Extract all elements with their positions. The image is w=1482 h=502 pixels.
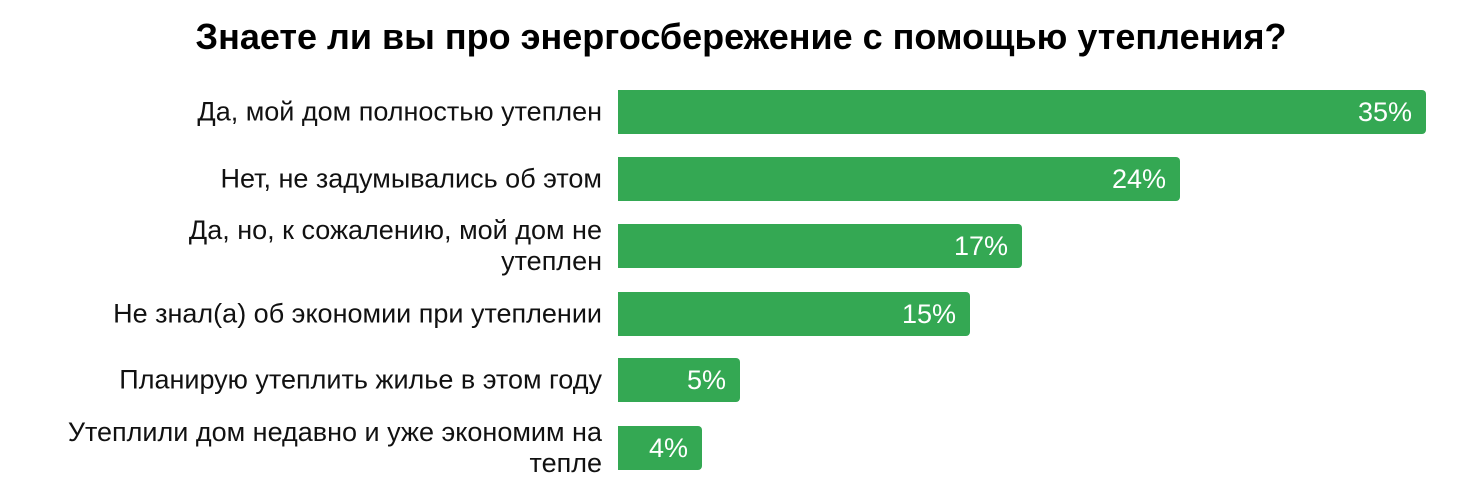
bar-row: Нет, не задумывались об этом 24% [0,157,1482,201]
value-label: 15% [901,299,956,329]
bar: 35% [618,90,1426,134]
bar-row: Да, мой дом полностью утеплен 35% [0,90,1482,134]
category-label: Не знал(а) об экономии при утеплении [113,298,602,329]
bar: 24% [618,157,1180,201]
bar: 15% [618,292,970,336]
value-label: 17% [953,231,1008,261]
bar-row: Планирую утеплить жилье в этом году 5% [0,358,1482,402]
bar-row: Да, но, к сожалению, мой дом не утеплен … [0,215,1482,276]
bar: 17% [618,224,1022,268]
category-label: Утеплили дом недавно и уже экономим на т… [67,417,602,478]
value-label: 24% [1111,164,1166,194]
chart-title: Знаете ли вы про энергосбережение с помо… [195,16,1287,57]
category-label: Да, мой дом полностью утеплен [197,96,602,127]
value-label: 4% [648,433,688,463]
category-label: Планирую утеплить жилье в этом году [119,364,602,395]
bar: 4% [618,426,702,470]
bar: 5% [618,358,740,402]
value-label: 5% [686,365,726,395]
value-label: 35% [1357,97,1412,127]
bar-row: Не знал(а) об экономии при утеплении 15% [0,292,1482,336]
category-label: Нет, не задумывались об этом [220,163,602,194]
bar-row: Утеплили дом недавно и уже экономим на т… [0,417,1482,478]
category-label: Да, но, к сожалению, мой дом не утеплен [188,215,602,276]
